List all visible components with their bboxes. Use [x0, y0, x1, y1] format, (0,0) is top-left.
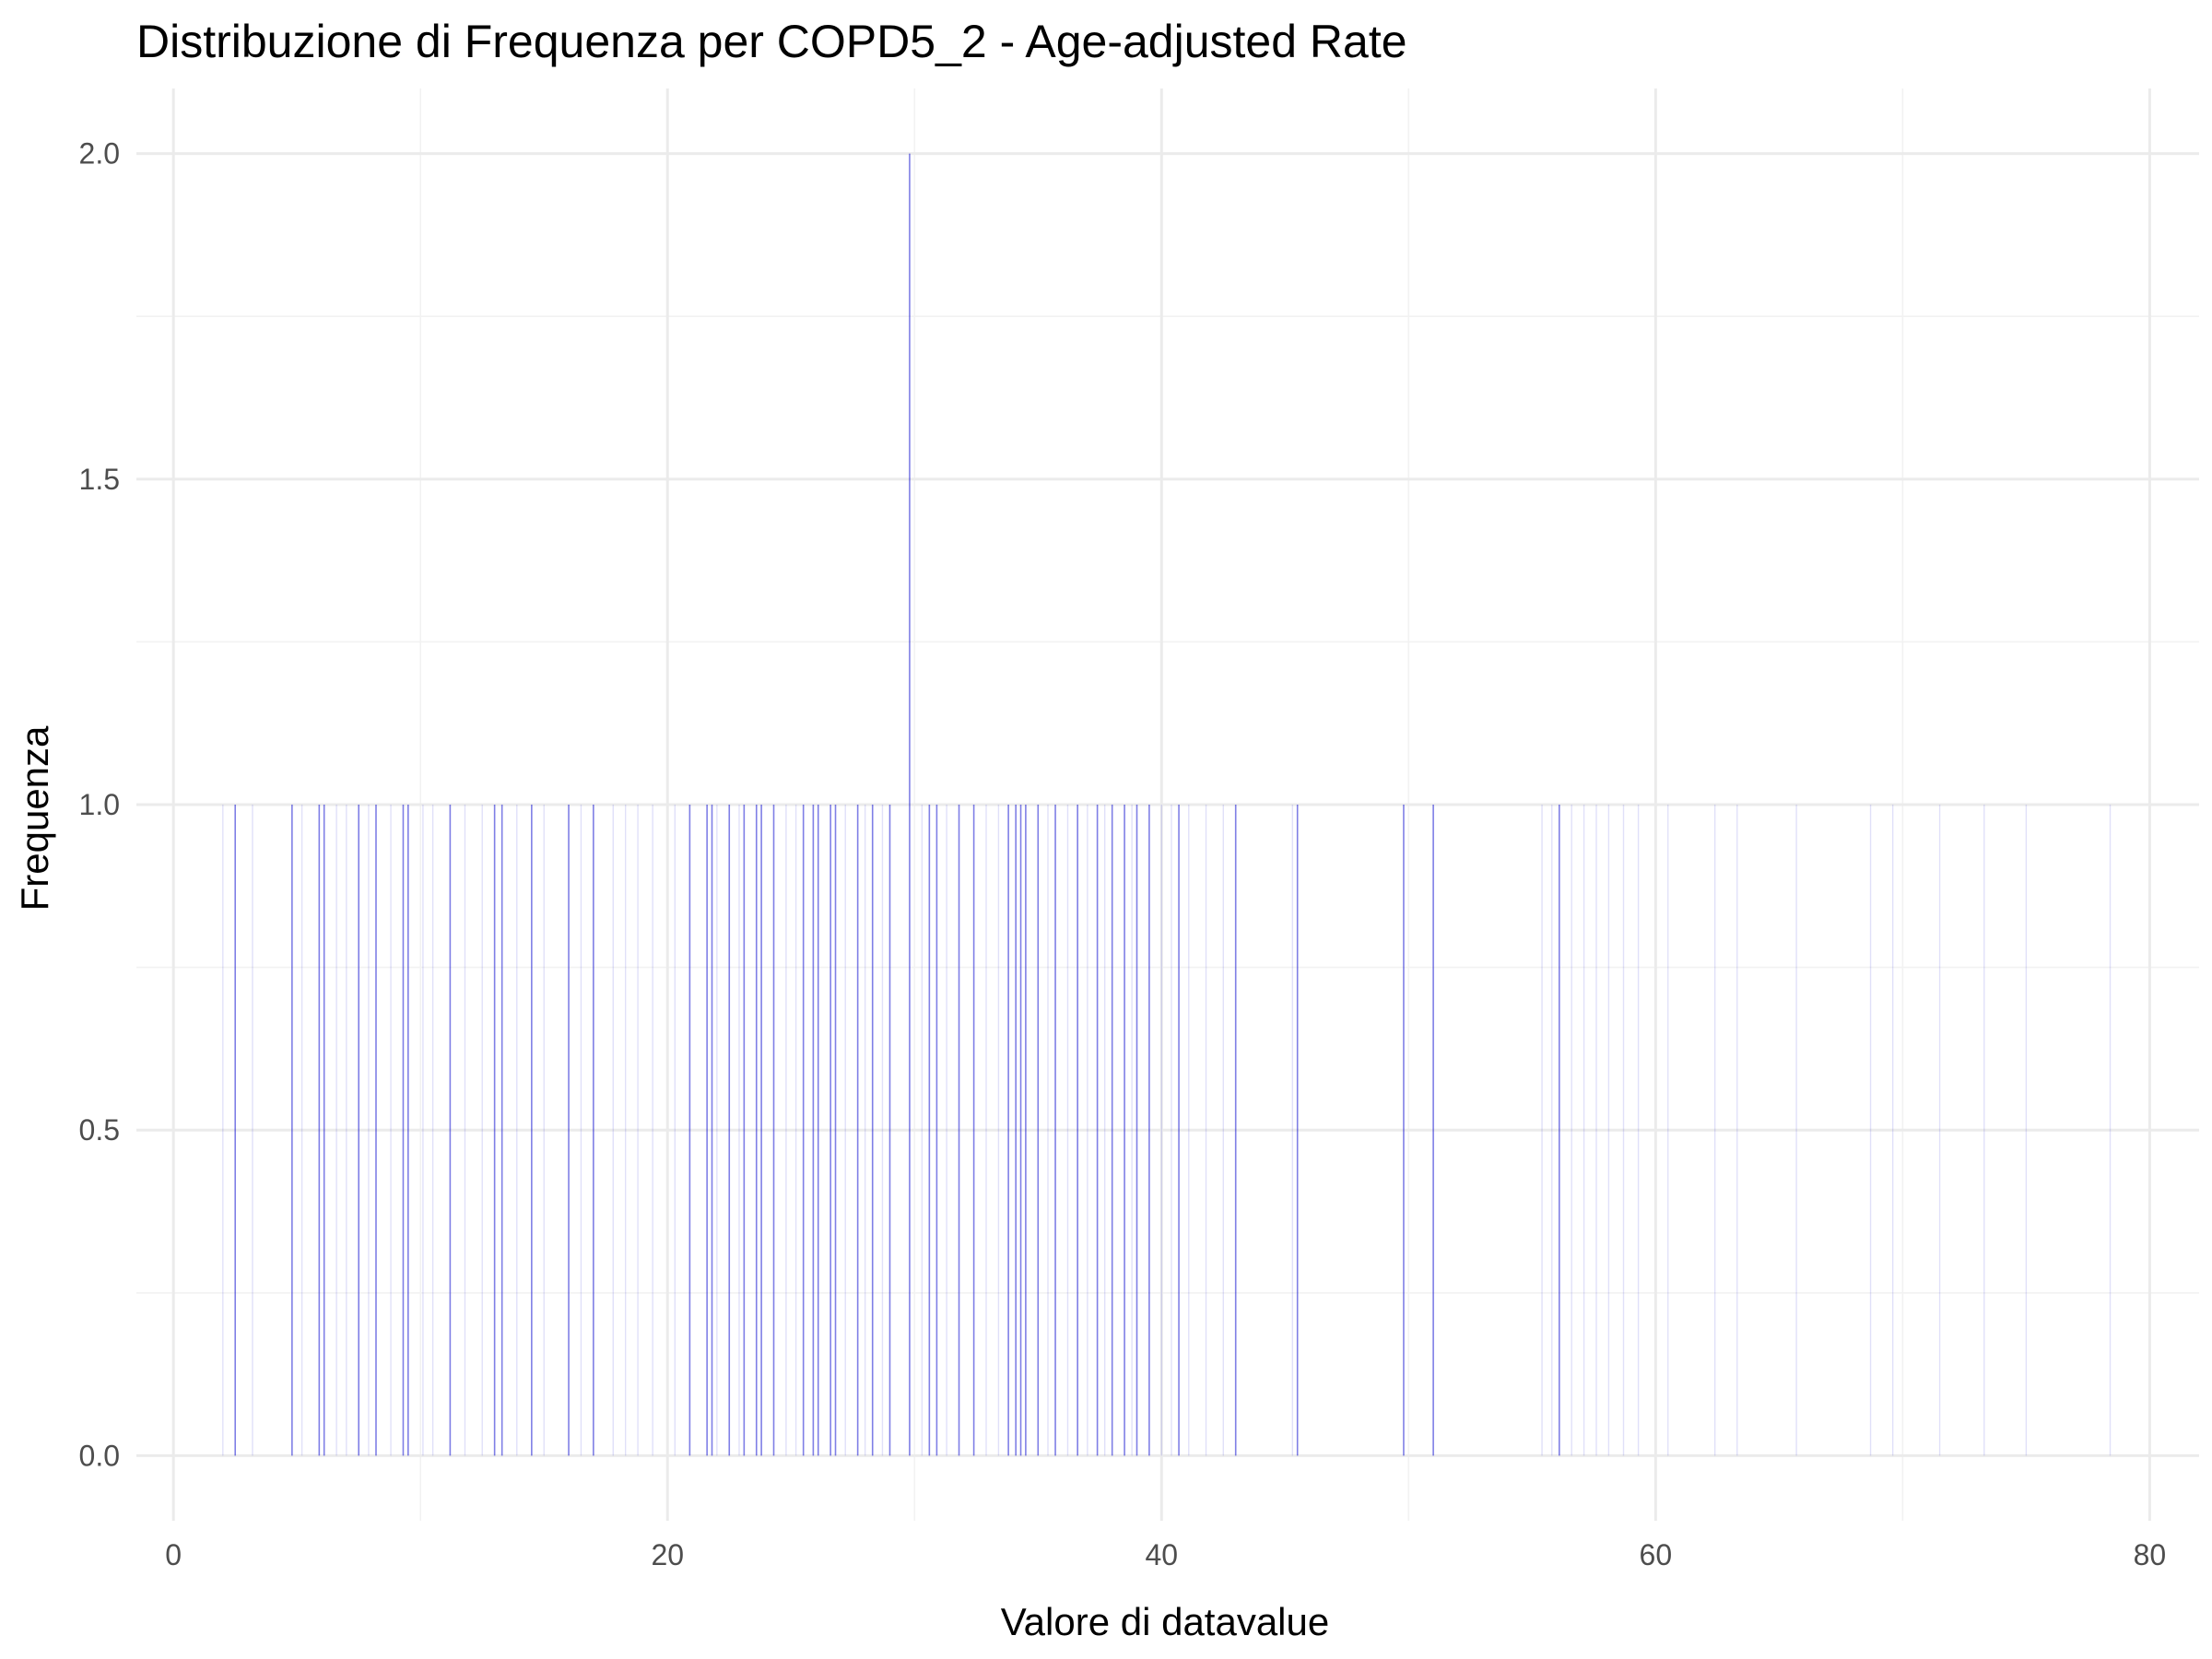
x-axis-title: Valore di datavalue [1001, 1600, 1329, 1643]
x-tick-label: 60 [1640, 1538, 1673, 1571]
grid-lines [136, 88, 2199, 1521]
y-tick-label: 1.5 [79, 463, 120, 496]
tick-labels: 0 20 40 60 80 0.0 0.5 1.0 1.5 2.0 [79, 137, 2167, 1571]
x-tick-label: 80 [2134, 1538, 2167, 1571]
y-tick-label: 1.0 [79, 788, 120, 821]
x-tick-label: 0 [165, 1538, 182, 1571]
histogram-bars [222, 153, 2112, 1456]
x-tick-label: 20 [651, 1538, 684, 1571]
chart-title: Distribuzione di Frequenza per COPD5_2 -… [136, 16, 1407, 67]
y-tick-label: 0.0 [79, 1439, 120, 1472]
y-axis-title: Frequenza [13, 725, 56, 911]
x-tick-label: 40 [1146, 1538, 1179, 1571]
y-tick-label: 0.5 [79, 1113, 120, 1147]
y-tick-label: 2.0 [79, 137, 120, 171]
